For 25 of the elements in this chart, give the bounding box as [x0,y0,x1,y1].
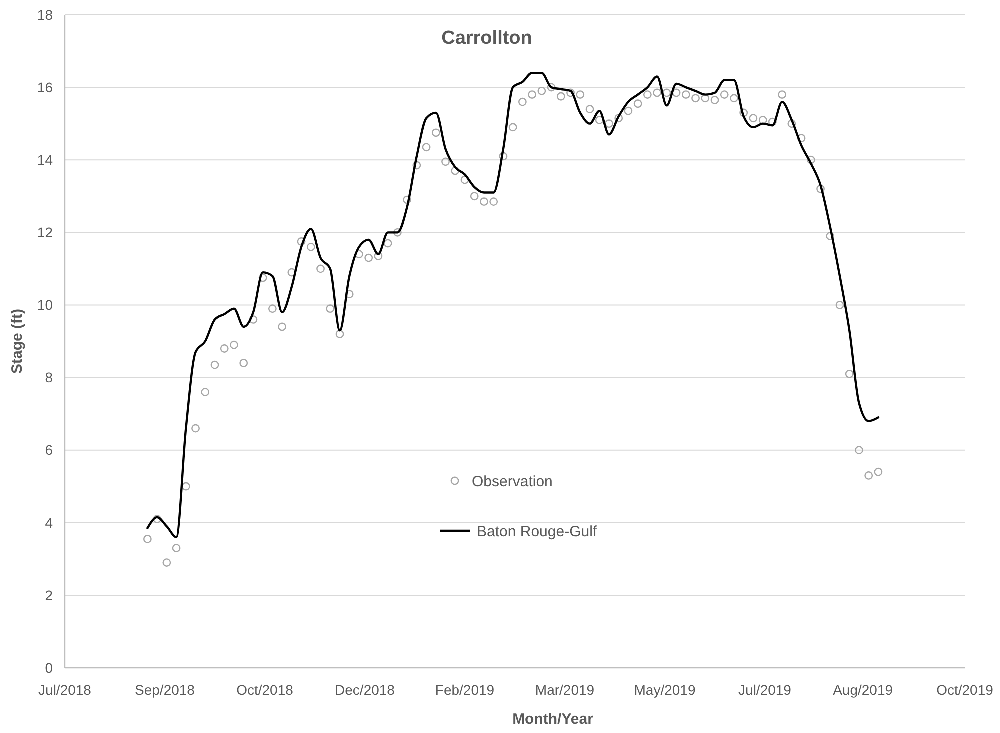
y-tick-label: 10 [37,297,54,314]
x-tick-label: Jul/2019 [738,682,792,698]
x-tick-label: Sep/2018 [135,682,196,698]
y-tick-label: 4 [45,514,54,531]
legend-label: Observation [472,473,553,490]
y-tick-label: 16 [37,79,54,96]
legend-label: Baton Rouge-Gulf [477,523,598,540]
y-tick-label: 2 [45,587,54,604]
y-tick-label: 8 [45,370,54,386]
x-tick-label: Aug/2019 [833,682,894,698]
x-axis-title: Month/Year [512,711,594,728]
x-tick-label: Oct/2019 [936,682,994,698]
y-tick-label: 12 [37,224,54,241]
y-tick-label: 14 [37,152,54,168]
y-tick-label: 6 [45,442,54,458]
y-tick-label: 18 [37,6,54,23]
x-tick-label: Feb/2019 [435,682,495,698]
x-tick-label: Oct/2018 [236,682,294,698]
text: Carrollton [442,28,532,49]
y-axis-title: Stage (ft) [9,309,26,374]
y-tick-label: 0 [45,660,54,676]
x-tick-label: Mar/2019 [535,682,595,698]
x-tick-label: Dec/2018 [335,682,396,698]
x-tick-label: May/2019 [634,682,696,698]
x-tick-label: Jul/2018 [38,682,92,698]
